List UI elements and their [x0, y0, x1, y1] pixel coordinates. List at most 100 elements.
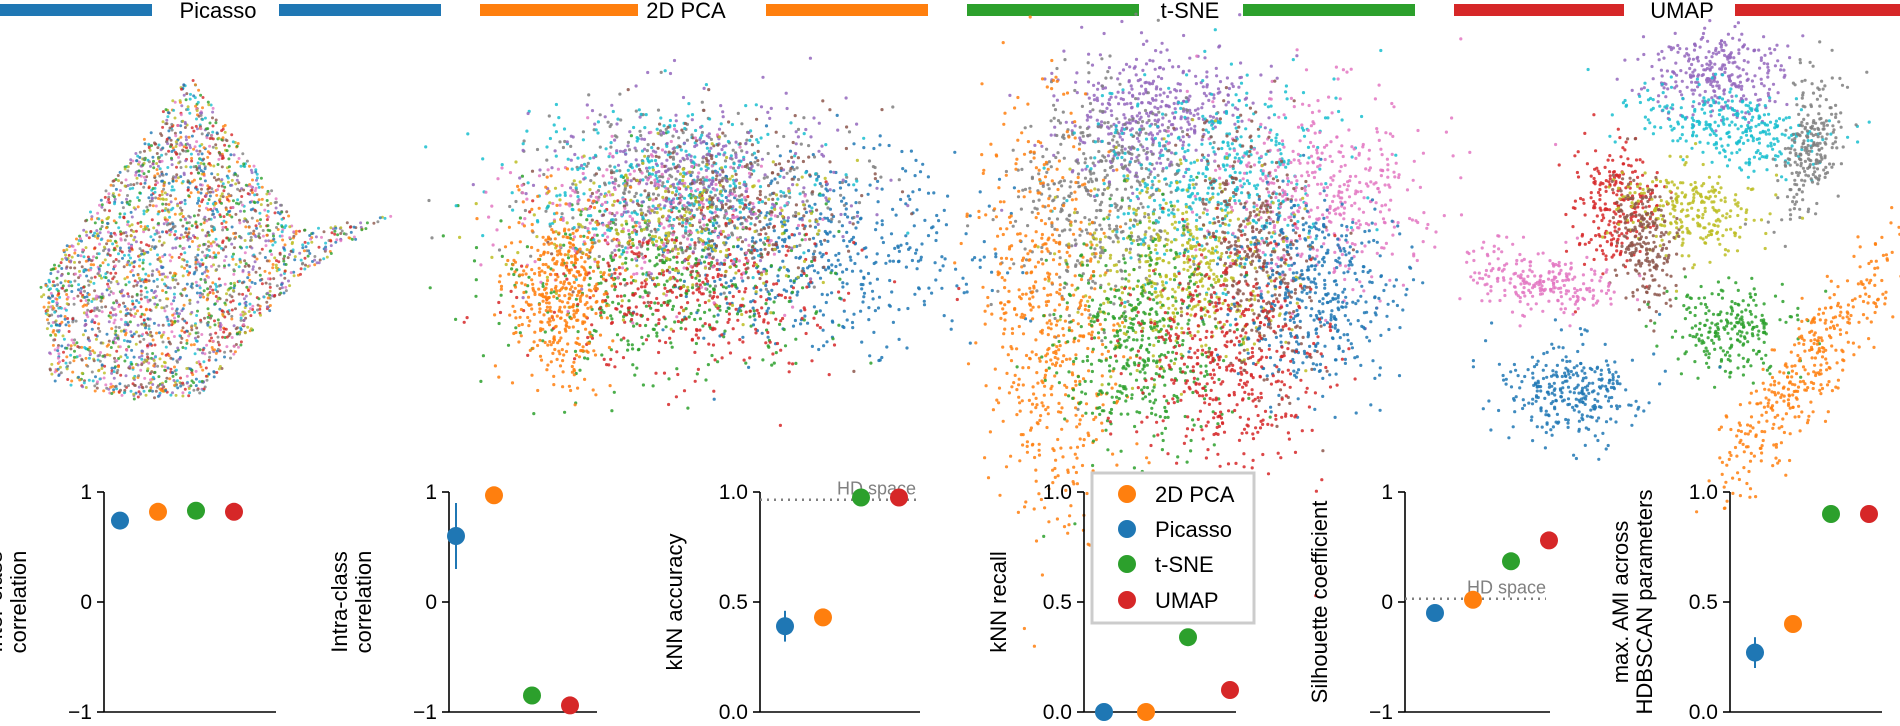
embedding-point: [130, 362, 134, 366]
embedding-point: [162, 184, 166, 188]
embedding-point: [129, 210, 133, 214]
embedding-point: [172, 274, 175, 278]
embedding-point: [100, 305, 104, 309]
embedding-point: [675, 295, 679, 299]
embedding-point: [179, 233, 183, 237]
embedding-point: [616, 302, 621, 306]
embedding-point: [187, 135, 191, 139]
embedding-point: [79, 299, 83, 303]
embedding-point: [89, 210, 92, 214]
embedding-point: [702, 86, 706, 90]
embedding-point: [598, 184, 602, 189]
embedding-point: [526, 111, 530, 116]
embedding-point: [191, 373, 195, 377]
embedding-point: [274, 263, 278, 267]
embedding-point: [696, 175, 700, 179]
embedding-point: [740, 122, 744, 126]
embedding-point: [166, 166, 170, 169]
embedding-point: [129, 234, 133, 238]
embedding-point: [59, 274, 63, 278]
embedding-point: [152, 226, 156, 230]
embedding-point: [364, 227, 368, 231]
embedding-point: [73, 248, 77, 252]
embedding-point: [93, 231, 97, 235]
embedding-point: [178, 143, 182, 147]
embedding-point: [217, 244, 221, 248]
embedding-point: [699, 167, 703, 171]
embedding-point: [920, 242, 924, 246]
embedding-point: [120, 250, 124, 254]
embedding-point: [230, 308, 234, 312]
embedding-point: [149, 235, 153, 239]
embedding-point: [98, 242, 102, 246]
embedding-point: [242, 219, 246, 223]
embedding-point: [675, 189, 679, 193]
embedding-point: [462, 320, 466, 324]
embedding-point: [162, 360, 166, 364]
embedding-point: [563, 191, 567, 195]
embedding-point: [140, 249, 144, 253]
embedding-point: [623, 188, 627, 192]
embedding-point: [196, 190, 200, 194]
embedding-point: [160, 278, 164, 282]
embedding-point: [964, 232, 968, 236]
embedding-point: [211, 110, 215, 114]
embedding-point: [159, 260, 163, 264]
embedding-point: [155, 268, 159, 272]
embedding-point: [104, 383, 108, 387]
embedding-point: [721, 131, 725, 135]
embedding-point: [698, 138, 702, 142]
embedding-point: [189, 343, 193, 347]
embedding-point: [125, 234, 129, 238]
embedding-point: [227, 263, 231, 267]
embedding-point: [620, 244, 624, 248]
embedding-point: [99, 238, 103, 242]
embedding-point: [818, 251, 822, 255]
embedding-point: [306, 241, 310, 245]
embedding-point: [156, 212, 160, 216]
embedding-point: [110, 327, 114, 331]
embedding-point: [79, 254, 83, 258]
embedding-point: [545, 158, 549, 162]
embedding-point: [878, 143, 882, 147]
embedding-point: [523, 208, 528, 213]
embedding-point: [226, 198, 230, 202]
embedding-point: [130, 247, 134, 251]
embedding-point: [227, 194, 231, 198]
embedding-point: [670, 238, 674, 242]
embedding-point: [807, 155, 811, 159]
embedding-point: [260, 197, 264, 201]
embedding-point: [214, 282, 217, 286]
embedding-point: [133, 383, 136, 387]
embedding-point: [748, 227, 752, 231]
embedding-point: [181, 224, 185, 228]
embedding-point: [753, 300, 757, 304]
embedding-point: [132, 230, 136, 234]
embedding-point: [284, 285, 288, 289]
embedding-point: [852, 183, 856, 187]
embedding-point: [271, 263, 275, 266]
embedding-point: [973, 256, 977, 260]
embedding-point: [794, 142, 798, 146]
embedding-point: [248, 285, 252, 289]
embedding-point: [833, 271, 838, 275]
embedding-point: [724, 209, 728, 213]
embedding-point: [258, 273, 262, 277]
embedding-point: [838, 277, 842, 281]
embedding-point: [160, 243, 164, 247]
embedding-point: [875, 252, 879, 256]
embedding-point: [90, 259, 93, 263]
embedding-point: [80, 358, 84, 362]
embedding-point: [568, 233, 572, 237]
embedding-point: [862, 291, 867, 295]
embedding-point: [188, 143, 192, 147]
embedding-point: [590, 109, 595, 113]
embedding-point: [813, 225, 818, 229]
embedding-point: [281, 238, 285, 242]
embedding-point: [525, 129, 529, 133]
embedding-point: [108, 201, 112, 205]
embedding-point: [203, 316, 206, 320]
embedding-point: [49, 291, 53, 295]
embedding-point: [176, 204, 180, 208]
embedding-point: [779, 166, 783, 170]
